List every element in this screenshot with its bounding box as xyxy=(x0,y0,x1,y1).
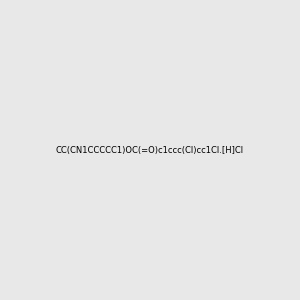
Text: CC(CN1CCCCC1)OC(=O)c1ccc(Cl)cc1Cl.[H]Cl: CC(CN1CCCCC1)OC(=O)c1ccc(Cl)cc1Cl.[H]Cl xyxy=(56,146,244,154)
